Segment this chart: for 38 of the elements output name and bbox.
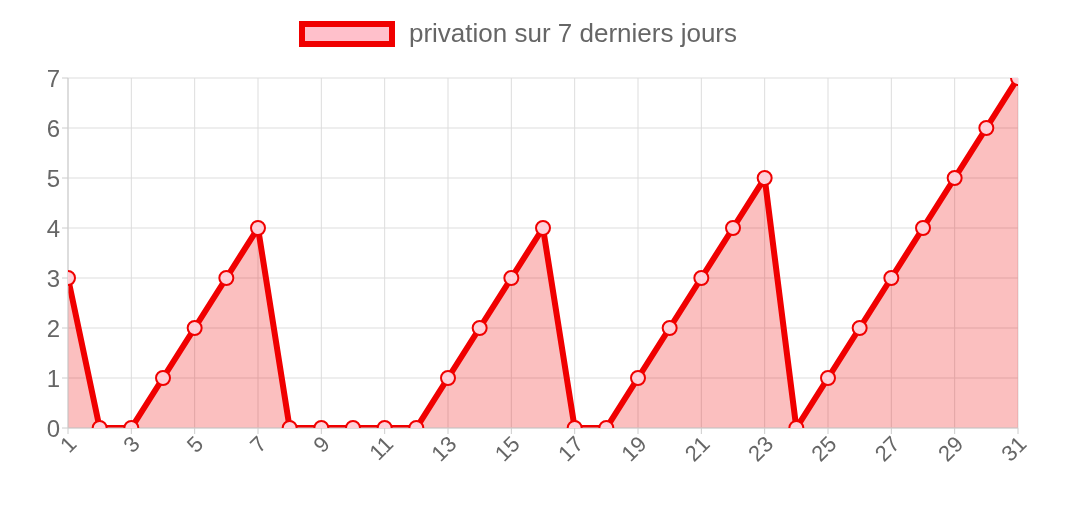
point — [186, 320, 203, 336]
y-tick-label: 0 — [46, 414, 60, 442]
x-tick-label: 3 — [118, 431, 145, 458]
point — [725, 220, 741, 236]
legend-label: privation sur 7 derniers jours — [408, 18, 738, 49]
x-tick-label: 9 — [308, 431, 335, 458]
x-tick-label: 25 — [806, 431, 842, 467]
x-tick-label: 7 — [245, 431, 272, 458]
point — [693, 270, 710, 286]
x-tick-label: 31 — [996, 431, 1032, 467]
point — [535, 220, 551, 236]
y-tick-label: 1 — [46, 364, 60, 392]
x-tick-label: 23 — [743, 431, 779, 467]
point — [756, 170, 773, 186]
point — [946, 170, 963, 186]
x-tick-label: 5 — [181, 431, 209, 458]
point — [218, 270, 235, 286]
y-tick-label: 4 — [46, 214, 60, 242]
x-tick-label: 11 — [364, 431, 399, 466]
y-tick-label: 6 — [46, 114, 60, 142]
y-tick-label: 5 — [46, 164, 60, 192]
point — [503, 270, 520, 286]
x-tick-label: 21 — [679, 431, 715, 467]
point — [851, 320, 868, 336]
point — [250, 220, 266, 236]
y-tick-label: 7 — [46, 64, 60, 92]
point — [661, 320, 678, 336]
x-tick-label: 19 — [616, 431, 652, 467]
point — [915, 220, 931, 236]
y-tick-label: 2 — [46, 314, 60, 342]
x-tick-label: 17 — [553, 431, 589, 467]
x-tick-label: 29 — [933, 431, 969, 467]
x-tick-label: 13 — [426, 431, 462, 467]
x-tick-label: 15 — [489, 431, 525, 467]
x-tick-label: 27 — [869, 431, 905, 467]
point — [471, 320, 488, 336]
point — [883, 270, 900, 286]
y-tick-label: 3 — [46, 264, 60, 292]
